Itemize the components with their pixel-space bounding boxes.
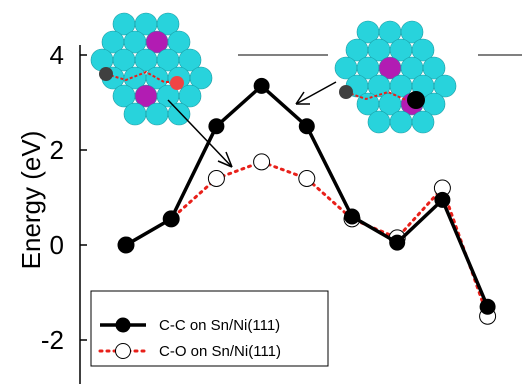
inset-right-arrow (295, 81, 337, 105)
data-point (253, 153, 271, 171)
catalyst-surface-right-icon (334, 20, 457, 134)
y-ticks: -2 0 2 4 (41, 40, 87, 355)
series-c-c (118, 77, 496, 315)
catalyst-surface-left-icon (90, 12, 213, 126)
legend-label-c-c: C-C on Sn/Ni(111) (159, 317, 280, 334)
y-tick-label: 2 (50, 135, 64, 165)
data-point (344, 208, 360, 225)
legend-item-c-c: C-C on Sn/Ni(111) (100, 317, 280, 334)
legend-item-c-o: C-O on Sn/Ni(111) (98, 343, 281, 360)
data-point (298, 170, 316, 187)
y-tick-label: 0 (50, 230, 64, 260)
series-layer (117, 77, 497, 325)
data-point (434, 191, 451, 208)
data-point (298, 118, 315, 135)
data-point (208, 118, 225, 135)
y-axis-label: Energy (eV) (16, 131, 46, 270)
y-tick-label: 4 (50, 40, 64, 70)
legend: C-C on Sn/Ni(111) C-O on Sn/Ni(111) (90, 290, 329, 367)
inset-left-arrow (167, 99, 233, 168)
data-point (118, 237, 134, 253)
data-point (389, 234, 406, 251)
y-tick-label: -2 (41, 325, 64, 355)
data-point (207, 170, 225, 187)
data-point (479, 298, 496, 315)
legend-label-c-o: C-O on Sn/Ni(111) (159, 343, 281, 360)
data-point (253, 77, 270, 94)
data-point (163, 210, 180, 227)
